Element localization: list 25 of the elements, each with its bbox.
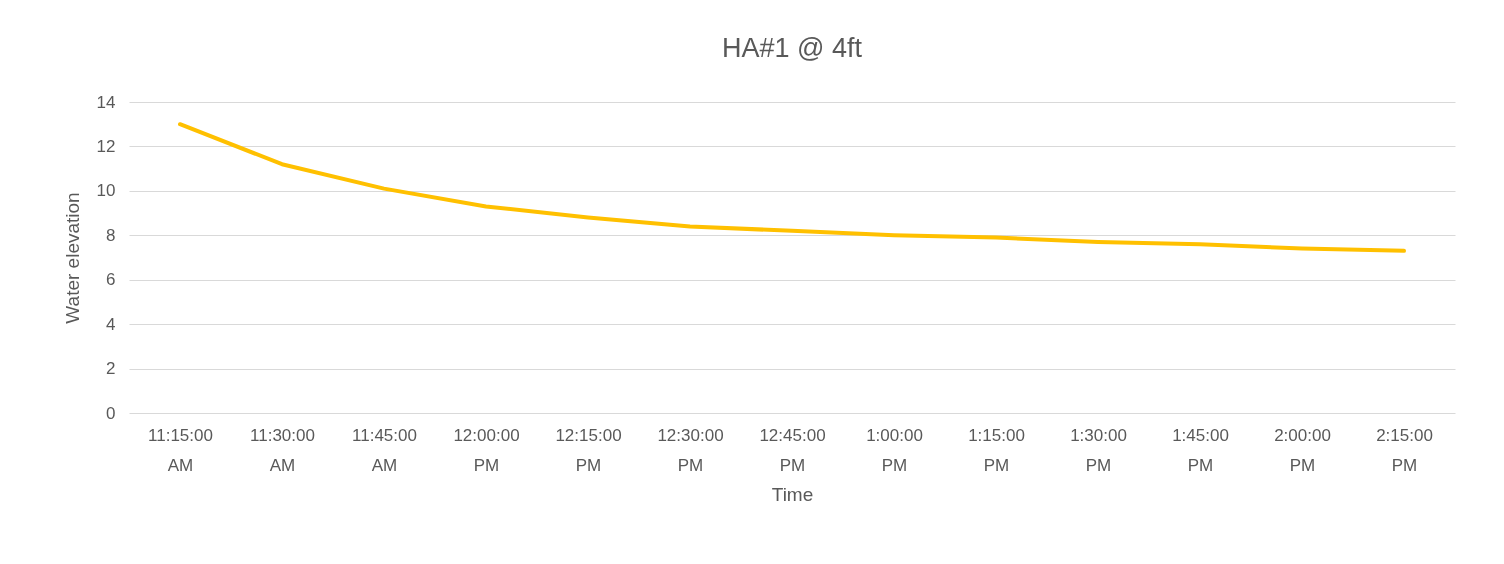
x-tick-label: 1:15:00 PM bbox=[968, 425, 1025, 475]
y-tick-label: 8 bbox=[106, 225, 116, 245]
x-tick-label: 11:15:00 AM bbox=[148, 425, 213, 475]
x-tick-label: 2:00:00 PM bbox=[1274, 425, 1331, 475]
x-tick-label: 1:00:00 PM bbox=[866, 425, 923, 475]
x-tick-label: 12:15:00 PM bbox=[555, 425, 622, 475]
y-tick-label: 2 bbox=[106, 359, 116, 379]
y-tick-label: 14 bbox=[96, 92, 116, 112]
x-axis-title: Time bbox=[771, 483, 814, 505]
y-axis-title: Water elevation bbox=[61, 192, 83, 324]
x-tick-label: 11:30:00 AM bbox=[250, 425, 315, 475]
y-tick-label: 6 bbox=[106, 270, 116, 290]
y-tick-label: 10 bbox=[96, 181, 116, 201]
x-tick-label: 12:00:00 PM bbox=[453, 425, 520, 475]
y-tick-label: 12 bbox=[96, 136, 116, 156]
x-tick-label: 1:30:00 PM bbox=[1070, 425, 1127, 475]
x-tick-label: 12:30:00 PM bbox=[657, 425, 724, 475]
x-tick-label: 2:15:00 PM bbox=[1376, 425, 1433, 475]
x-tick-label: 11:45:00 AM bbox=[352, 425, 417, 475]
chart-title: HA#1 @ 4ft bbox=[722, 33, 863, 63]
x-tick-label: 1:45:00 PM bbox=[1172, 425, 1229, 475]
y-tick-label: 4 bbox=[106, 314, 116, 334]
x-tick-label: 12:45:00 PM bbox=[759, 425, 826, 475]
line-series bbox=[178, 122, 1406, 253]
y-tick-label: 0 bbox=[106, 403, 116, 423]
